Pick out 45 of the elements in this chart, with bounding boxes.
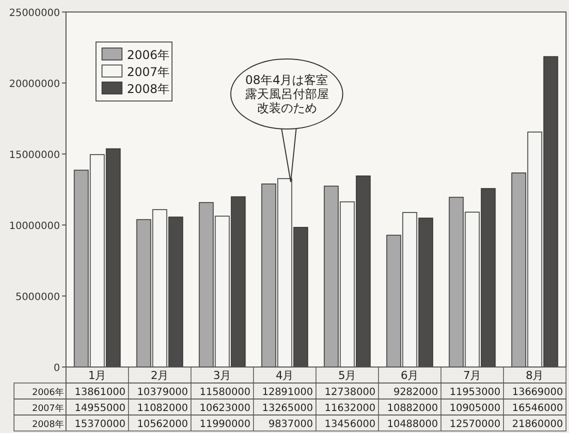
annotation: 08年4月は客室露天風呂付部屋改装のため: [244, 73, 329, 115]
text: 2007年: [32, 404, 64, 414]
text: 2008年: [32, 420, 64, 430]
data-label: 12570000: [450, 419, 500, 430]
data-label: 12738000: [324, 387, 376, 398]
data-label: 13265000: [262, 403, 313, 414]
legend-label: 2006年: [127, 48, 170, 62]
legend-label: 2007年: [127, 65, 170, 79]
data-label: 10905000: [450, 403, 500, 414]
data-label: 14955000: [74, 403, 126, 414]
data-label: 9837000: [268, 419, 313, 430]
data-label: 10488000: [387, 419, 438, 430]
data-label: 15370000: [74, 419, 126, 430]
data-label: 10882000: [387, 403, 438, 414]
data-label: 10379000: [137, 387, 188, 398]
legend-label: 2008年: [127, 82, 170, 96]
y-tick-label: 20000000: [9, 79, 60, 90]
y-tick-label: 0: [54, 363, 60, 374]
data-label: 21860000: [512, 419, 563, 430]
y-tick-label: 10000000: [9, 221, 60, 232]
x-tick-label: 2月: [150, 369, 169, 382]
data-label: 11580000: [200, 387, 250, 398]
x-tick-label: 6月: [400, 369, 419, 382]
data-label: 10623000: [200, 403, 250, 414]
data-label: 9282000: [393, 387, 438, 398]
y-tick-label: 15000000: [9, 150, 60, 161]
data-label: 13669000: [512, 387, 563, 398]
data-label: 11990000: [200, 419, 250, 430]
data-label: 11082000: [137, 403, 188, 414]
x-tick-label: 4月: [276, 369, 294, 382]
x-tick-label: 1月: [88, 369, 106, 382]
x-tick-label: 8月: [526, 369, 544, 382]
data-label: 10562000: [137, 419, 188, 430]
data-label: 12891000: [262, 387, 313, 398]
data-label: 11953000: [450, 387, 500, 398]
x-tick-label: 3月: [213, 369, 232, 382]
text: 2006年: [32, 388, 64, 398]
data-label: 13861000: [74, 387, 126, 398]
data-label: 16546000: [512, 403, 563, 414]
y-tick-label: 5000000: [15, 292, 60, 303]
x-tick-label: 5月: [338, 369, 356, 382]
data-label: 11632000: [324, 403, 376, 414]
y-tick-label: 25000000: [9, 8, 60, 19]
data-label: 13456000: [324, 419, 376, 430]
x-tick-label: 7月: [463, 369, 482, 382]
